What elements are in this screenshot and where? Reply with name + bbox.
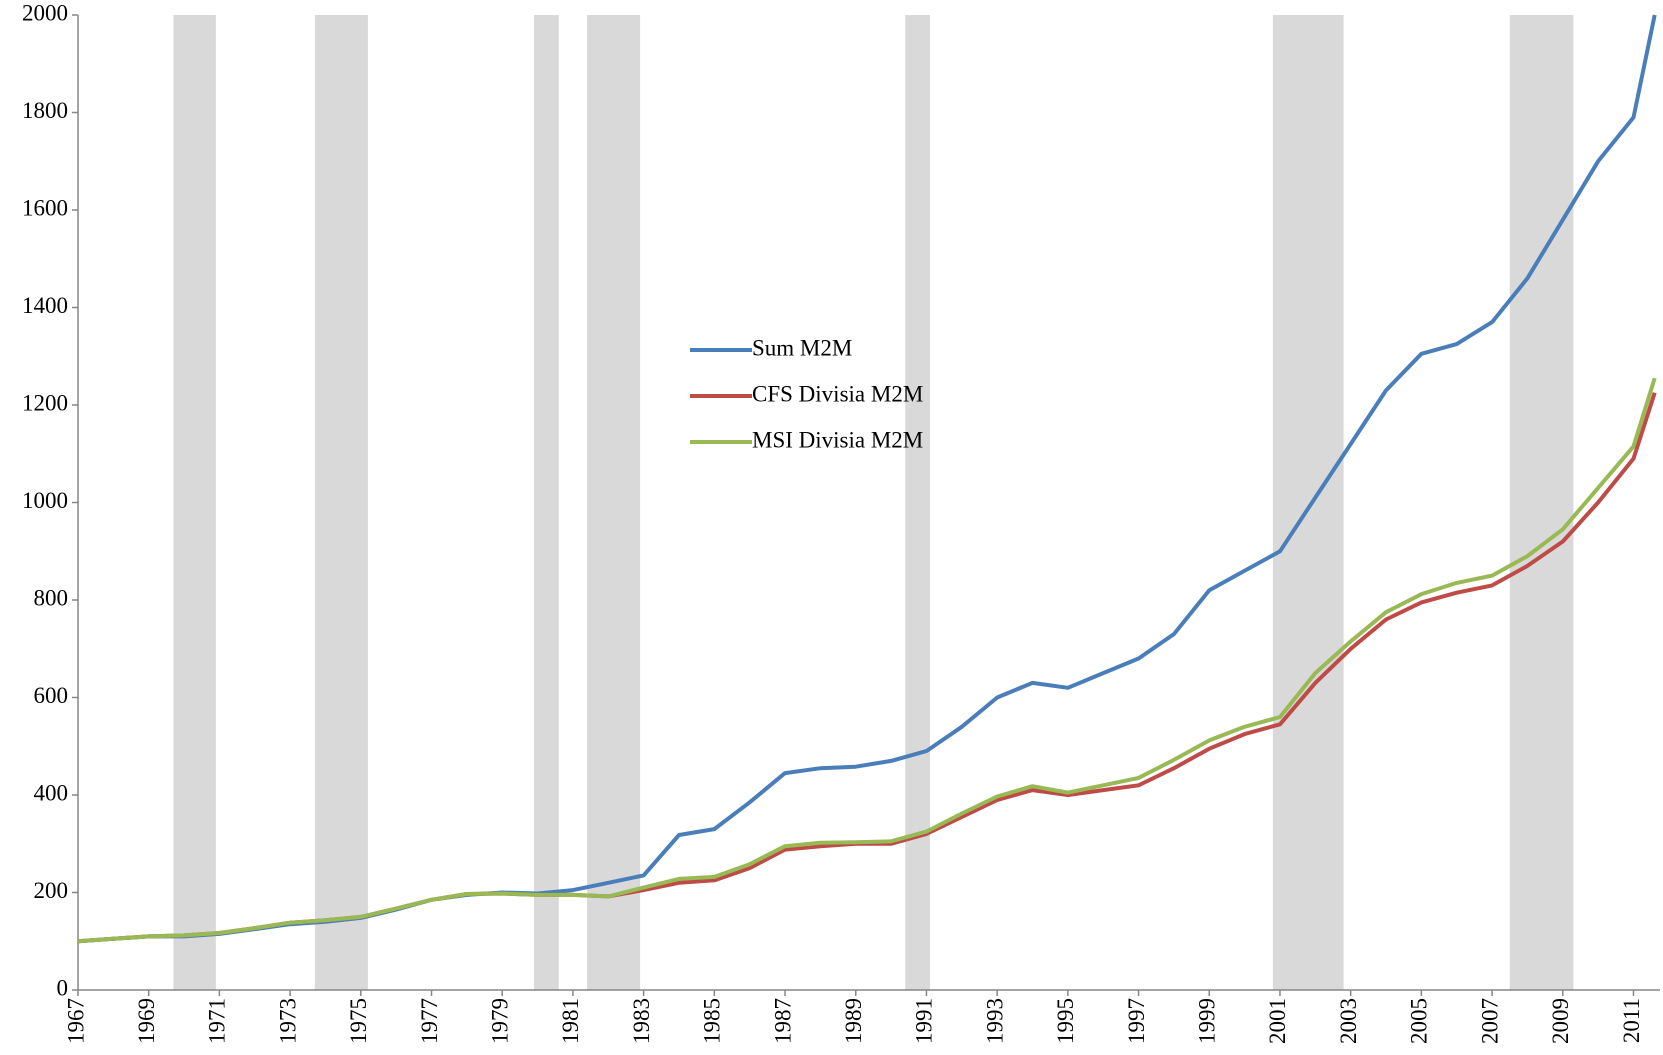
x-tick-label: 1971 [205, 998, 230, 1044]
x-tick-label: 1975 [346, 998, 371, 1044]
x-tick-label: 1993 [982, 998, 1007, 1044]
legend-label: MSI Divisia M2M [752, 427, 923, 452]
legend-label: Sum M2M [752, 335, 852, 360]
x-tick-label: 2001 [1265, 998, 1290, 1044]
series-line [78, 377, 1657, 944]
x-tick-label: 1989 [841, 998, 866, 1044]
recession-band [1272, 15, 1344, 990]
x-tick-label: 1979 [488, 998, 513, 1044]
y-tick-label: 1200 [22, 390, 68, 415]
x-tick-label: 1977 [417, 998, 442, 1044]
x-tick-label: 1995 [1053, 998, 1078, 1044]
x-tick-label: 1987 [770, 998, 795, 1044]
x-tick-label: 1991 [912, 998, 937, 1044]
y-tick-label: 1400 [22, 293, 68, 318]
x-tick-label: 1969 [134, 998, 159, 1044]
y-tick-label: 1600 [22, 195, 68, 220]
x-tick-label: 1983 [629, 998, 654, 1044]
x-tick-label: 1973 [275, 998, 300, 1044]
x-tick-label: 1999 [1195, 998, 1220, 1044]
recession-band [905, 15, 930, 990]
y-tick-label: 600 [34, 683, 69, 708]
y-tick-label: 800 [34, 585, 69, 610]
y-tick-label: 2000 [22, 0, 68, 25]
recession-band [173, 15, 216, 990]
y-tick-label: 400 [34, 780, 69, 805]
x-tick-label: 2003 [1336, 998, 1361, 1044]
recession-band [534, 15, 559, 990]
x-tick-label: 1967 [63, 998, 88, 1044]
recession-band [587, 15, 641, 990]
legend-label: CFS Divisia M2M [752, 381, 923, 406]
x-tick-label: 2009 [1548, 998, 1573, 1044]
y-tick-label: 1000 [22, 488, 68, 513]
recession-band [1509, 15, 1574, 990]
series-line [78, 392, 1657, 944]
y-tick-label: 0 [57, 975, 69, 1000]
x-tick-label: 2007 [1477, 998, 1502, 1044]
x-tick-label: 2011 [1619, 998, 1644, 1043]
recession-band [314, 15, 368, 990]
y-tick-label: 1800 [22, 98, 68, 123]
series-line [78, 14, 1657, 944]
y-tick-label: 200 [34, 878, 69, 903]
x-tick-label: 1997 [1124, 998, 1149, 1044]
x-tick-label: 1981 [558, 998, 583, 1044]
x-tick-label: 2005 [1407, 998, 1432, 1044]
x-tick-label: 1985 [700, 998, 725, 1044]
